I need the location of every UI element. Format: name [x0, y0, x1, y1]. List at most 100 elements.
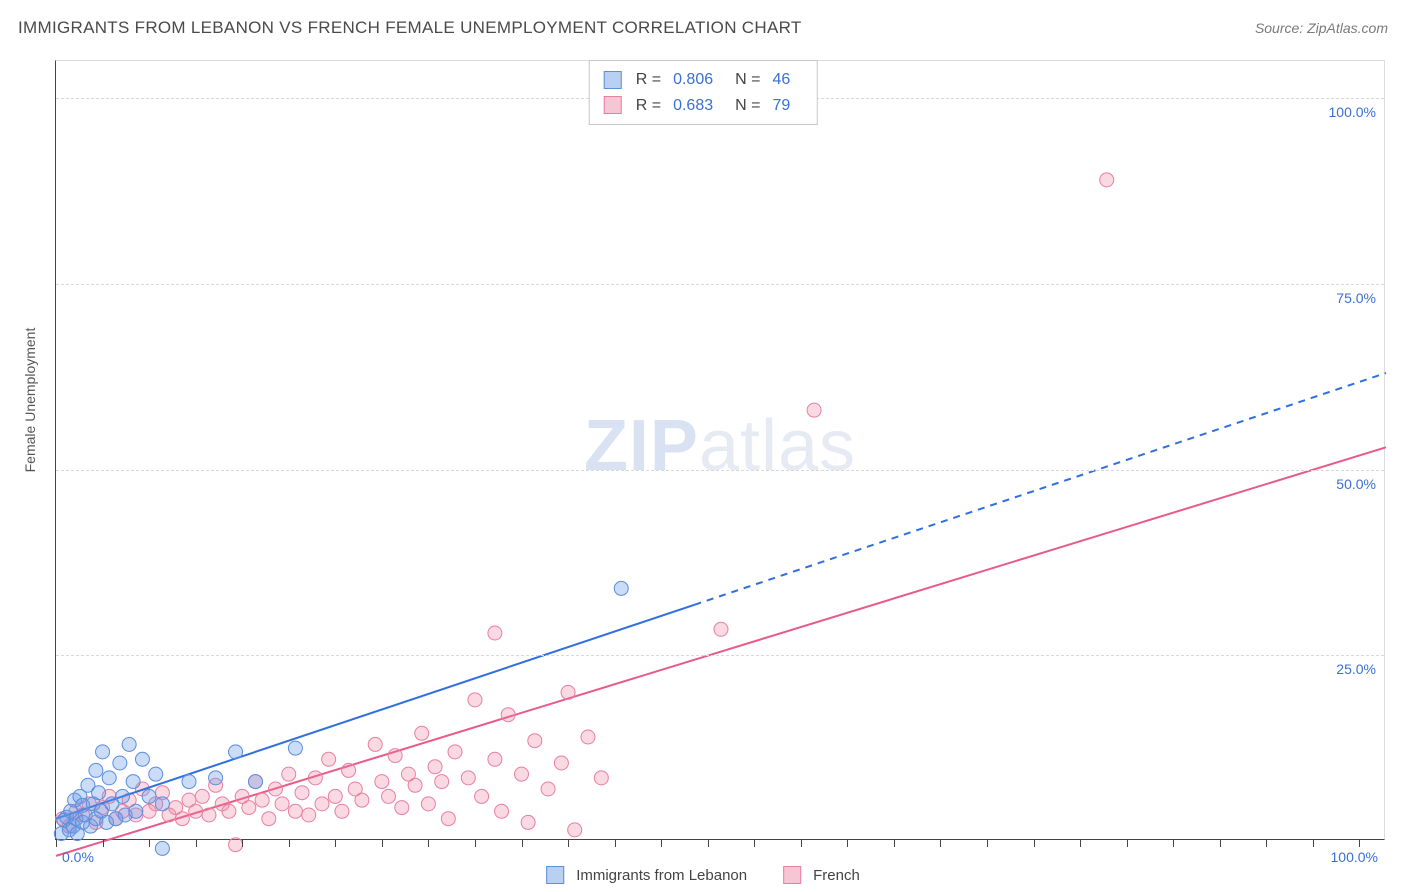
data-point [113, 756, 127, 770]
x-tick [987, 839, 988, 847]
data-point [541, 782, 555, 796]
data-point [308, 771, 322, 785]
data-point [189, 804, 203, 818]
swatch-french [604, 96, 622, 114]
data-point [441, 812, 455, 826]
data-point [126, 775, 140, 789]
data-point [488, 752, 502, 766]
data-point [288, 741, 302, 755]
x-tick [428, 839, 429, 847]
x-tick [1359, 839, 1360, 847]
data-point [155, 797, 169, 811]
x-tick [894, 839, 895, 847]
legend-item-french: French [783, 866, 860, 884]
data-point [229, 838, 243, 852]
trend-line [56, 447, 1386, 856]
data-point [355, 793, 369, 807]
data-point [408, 778, 422, 792]
n-label: N = [735, 67, 760, 93]
y-tick-label: 50.0% [1336, 476, 1376, 492]
data-point [415, 726, 429, 740]
data-point [142, 789, 156, 803]
y-tick-label: 100.0% [1329, 104, 1376, 120]
chart-plot-area: ZIPatlas 25.0%50.0%75.0%100.0%0.0%100.0% [55, 60, 1385, 840]
data-point [714, 622, 728, 636]
x-tick [382, 839, 383, 847]
x-tick [289, 839, 290, 847]
data-point [282, 767, 296, 781]
data-point [268, 782, 282, 796]
data-point [501, 708, 515, 722]
x-tick-label-high: 100.0% [1331, 849, 1378, 865]
legend-label-french: French [813, 867, 860, 884]
swatch-lebanon [604, 71, 622, 89]
data-point [322, 752, 336, 766]
data-point [222, 804, 236, 818]
data-point [428, 760, 442, 774]
data-point [461, 771, 475, 785]
data-point [368, 737, 382, 751]
x-tick [1266, 839, 1267, 847]
y-tick-label: 75.0% [1336, 290, 1376, 306]
data-point [249, 775, 263, 789]
x-tick [568, 839, 569, 847]
source-name: ZipAtlas.com [1307, 20, 1388, 36]
data-point [521, 815, 535, 829]
data-point [395, 801, 409, 815]
data-point [195, 789, 209, 803]
source-attribution: Source: ZipAtlas.com [1255, 20, 1388, 36]
data-point [122, 737, 136, 751]
data-point [175, 812, 189, 826]
x-tick [708, 839, 709, 847]
data-point [315, 797, 329, 811]
swatch-french-icon [783, 866, 801, 884]
data-point [129, 804, 143, 818]
data-point [594, 771, 608, 785]
n-label: N = [735, 93, 760, 119]
data-point [328, 789, 342, 803]
swatch-lebanon-icon [546, 866, 564, 884]
y-axis-label: Female Unemployment [22, 328, 38, 473]
n-value-lebanon: 46 [772, 67, 790, 93]
legend-item-lebanon: Immigrants from Lebanon [546, 866, 747, 884]
data-point [288, 804, 302, 818]
x-tick [661, 839, 662, 847]
legend-label-lebanon: Immigrants from Lebanon [576, 867, 747, 884]
x-tick [149, 839, 150, 847]
data-point [435, 775, 449, 789]
x-tick [196, 839, 197, 847]
legend-row-french: R = 0.683 N = 79 [604, 93, 803, 119]
x-tick [522, 839, 523, 847]
data-point [182, 775, 196, 789]
gridline-h [56, 284, 1384, 285]
x-tick [56, 839, 57, 847]
data-point [468, 693, 482, 707]
x-tick [847, 839, 848, 847]
r-label: R = [636, 67, 661, 93]
r-value-french: 0.683 [673, 93, 713, 119]
x-tick [1313, 839, 1314, 847]
data-point [568, 823, 582, 837]
chart-svg [56, 61, 1384, 839]
data-point [342, 763, 356, 777]
data-point [209, 771, 223, 785]
data-point [255, 793, 269, 807]
trend-line-dashed [694, 373, 1386, 605]
legend-series: Immigrants from Lebanon French [546, 866, 860, 884]
data-point [475, 789, 489, 803]
trend-line [56, 605, 694, 819]
header: IMMIGRANTS FROM LEBANON VS FRENCH FEMALE… [18, 18, 1388, 38]
data-point [515, 767, 529, 781]
x-tick-label-low: 0.0% [62, 849, 94, 865]
data-point [102, 771, 116, 785]
gridline-h [56, 655, 1384, 656]
data-point [135, 752, 149, 766]
legend-row-lebanon: R = 0.806 N = 46 [604, 67, 803, 93]
x-tick [1127, 839, 1128, 847]
data-point [554, 756, 568, 770]
x-tick [242, 839, 243, 847]
data-point [807, 403, 821, 417]
x-tick [1220, 839, 1221, 847]
data-point [581, 730, 595, 744]
data-point [528, 734, 542, 748]
